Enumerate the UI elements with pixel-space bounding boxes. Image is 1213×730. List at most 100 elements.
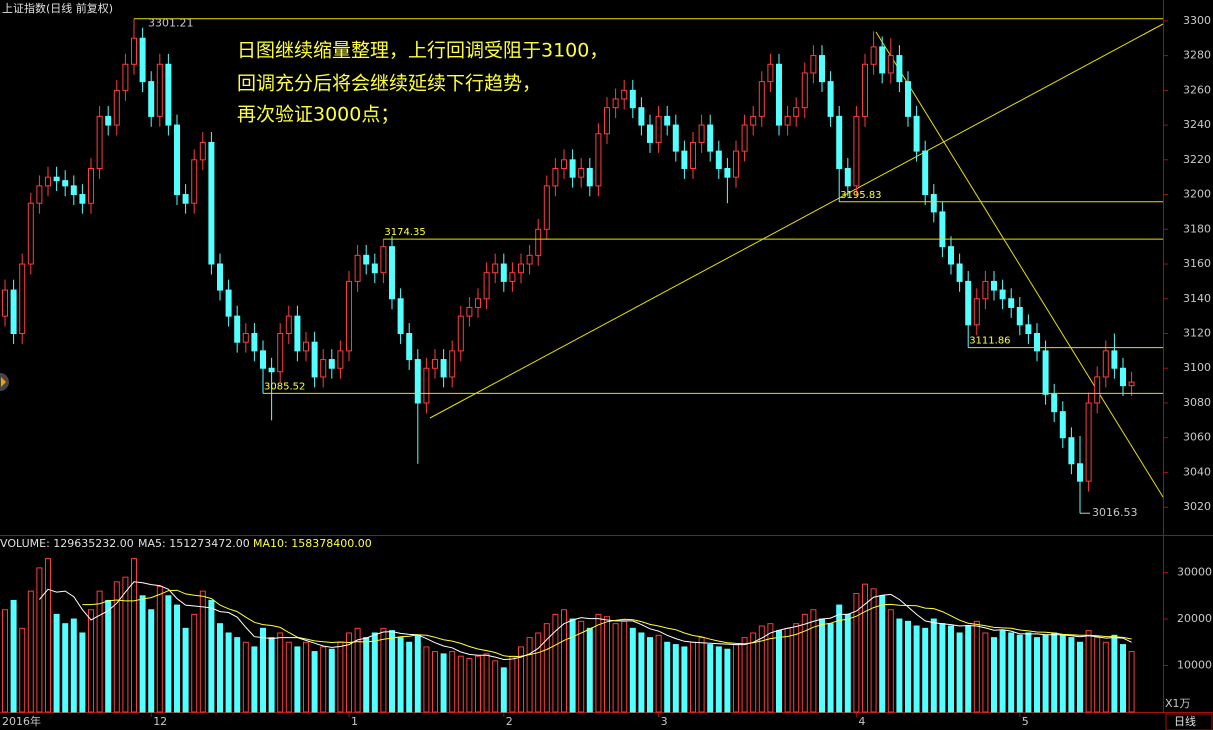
- volume-bar: [182, 627, 189, 713]
- candle-body: [1077, 463, 1083, 482]
- volume-bar: [922, 627, 929, 713]
- volume-bar: [268, 637, 275, 713]
- price-label: 3085.52: [264, 381, 305, 392]
- volume-ma-line: [82, 589, 1132, 658]
- candle-body: [389, 246, 395, 300]
- candle-body: [380, 246, 387, 274]
- candle-body: [819, 55, 825, 83]
- side-handle-arrow: [1, 377, 6, 387]
- y-tick-label: 3260: [1183, 83, 1211, 96]
- y-tick-label: 10000: [1177, 659, 1212, 672]
- y-tick-label: 3180: [1183, 222, 1211, 235]
- volume-bar: [1008, 632, 1015, 713]
- candle-body: [801, 72, 808, 109]
- candle-body: [79, 194, 86, 204]
- volume-bar: [105, 599, 112, 713]
- volume-bar: [354, 627, 361, 713]
- candle-body: [320, 359, 327, 378]
- volume-bar: [750, 632, 757, 713]
- volume-bar: [1128, 651, 1135, 713]
- trend-line: [875, 31, 1164, 498]
- candle-body: [2, 289, 8, 317]
- volume-bar: [139, 595, 146, 713]
- candle-body: [225, 289, 232, 317]
- y-tick-label: 30000: [1177, 566, 1212, 579]
- candle-body: [647, 124, 653, 143]
- volume-bar: [887, 609, 894, 713]
- volume-bar: [793, 623, 800, 713]
- candle-body: [973, 298, 980, 326]
- candle-body: [182, 194, 189, 204]
- candle-body: [543, 185, 550, 230]
- volume-bar: [251, 646, 258, 713]
- volume-bar: [483, 653, 490, 713]
- candle-body: [27, 202, 34, 265]
- volume-bar: [122, 576, 129, 713]
- candle-body: [655, 115, 662, 143]
- price-label: 3174.35: [384, 227, 425, 238]
- candle-body: [165, 63, 172, 126]
- candle-body: [1102, 350, 1109, 378]
- candle-body: [363, 254, 370, 265]
- candle-body: [887, 55, 894, 74]
- y-tick-label: 3280: [1183, 49, 1211, 62]
- candle-body: [45, 176, 51, 187]
- volume-bar: [199, 590, 206, 713]
- candle-body: [354, 254, 361, 282]
- y-tick-label: 3020: [1183, 500, 1211, 513]
- candle-body: [285, 315, 292, 335]
- volume-bar: [79, 632, 86, 713]
- trend-line: [429, 23, 1164, 419]
- volume-bar: [638, 632, 645, 713]
- volume-bar: [758, 625, 765, 713]
- candle-body: [561, 159, 567, 169]
- volume-bar: [604, 616, 610, 713]
- volume-bar: [827, 623, 834, 713]
- candle-body: [457, 315, 464, 352]
- volume-bar: [19, 627, 26, 713]
- candle-body: [1051, 393, 1058, 413]
- volume-bar: [509, 655, 516, 713]
- volume-bar: [982, 632, 989, 713]
- candle-body: [174, 124, 180, 196]
- candle-body: [432, 359, 438, 369]
- volume-bar: [53, 613, 60, 713]
- candle-body: [1128, 381, 1135, 387]
- candle-body: [208, 141, 215, 265]
- candle-body: [922, 150, 929, 196]
- price-label: 3195.83: [840, 190, 881, 201]
- candle-body: [690, 141, 696, 169]
- candle-body: [406, 333, 413, 361]
- chart-title: 上证指数(日线 前复权): [2, 1, 113, 15]
- candle-body: [879, 46, 886, 74]
- y-tick-label: 3160: [1183, 257, 1211, 270]
- volume-bar: [956, 632, 963, 713]
- candle-body: [767, 63, 774, 83]
- x-tick-label: 1: [351, 715, 358, 728]
- candle-body: [303, 341, 309, 352]
- candle-body: [1042, 350, 1049, 395]
- candle-body: [1085, 402, 1092, 482]
- volume-bar: [733, 644, 739, 713]
- volume-bar: [294, 646, 301, 713]
- volume-bar: [930, 618, 937, 713]
- candle-body: [509, 272, 516, 282]
- volume-bar: [724, 648, 731, 713]
- volume-bar: [621, 620, 628, 713]
- volume-bar: [526, 637, 533, 713]
- price-label: 3301.21: [148, 17, 194, 30]
- volume-bar: [397, 637, 404, 713]
- candle-body: [629, 89, 636, 109]
- volume-bar: [561, 609, 567, 713]
- volume-bar: [586, 627, 593, 713]
- volume-bar: [1077, 641, 1083, 713]
- candle-body: [475, 298, 481, 308]
- volume-ma-line: [39, 581, 1132, 661]
- volume-bar: [156, 585, 163, 713]
- candle-body: [569, 159, 576, 178]
- candle-body: [139, 37, 146, 83]
- volume-bar: [819, 618, 825, 713]
- period-button[interactable]: [1165, 713, 1213, 730]
- x-tick-label: 2016年: [2, 714, 41, 728]
- volume-bar: [973, 620, 980, 713]
